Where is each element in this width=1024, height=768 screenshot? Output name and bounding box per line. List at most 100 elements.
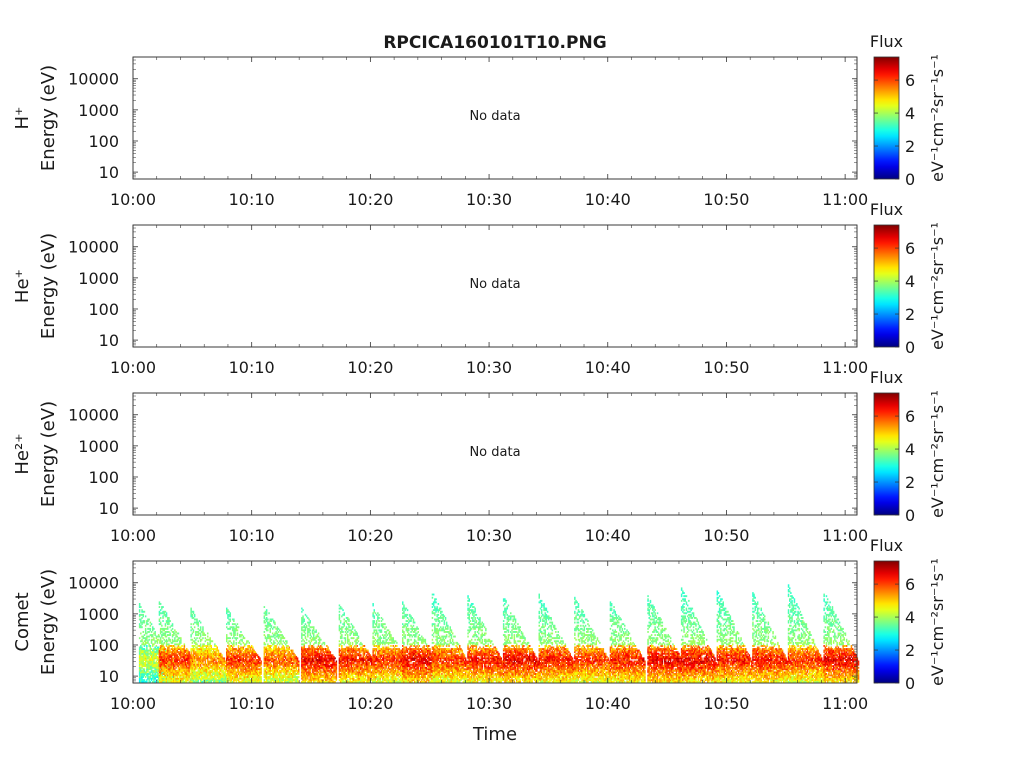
heatmap-cell [224,669,227,672]
heatmap-cell [158,665,161,668]
heatmap-cell [348,640,350,643]
heatmap-cell [252,680,254,683]
heatmap-cell [221,662,223,664]
heatmap-cell [321,676,323,678]
heatmap-cell [289,665,292,668]
heatmap-cell [148,666,150,669]
heatmap-cell [187,673,189,675]
heatmap-cell [240,646,242,649]
heatmap-cell [305,655,308,658]
heatmap-cell [248,669,250,672]
heatmap-cell [265,674,268,677]
heatmap-cell [328,657,330,660]
heatmap-cell [284,655,287,658]
heatmap-cell [270,660,273,663]
heatmap-cell [195,660,197,663]
heatmap-cell [286,657,288,660]
heatmap-cell [264,637,267,640]
heatmap-cell [341,671,343,674]
heatmap-cell [302,638,304,641]
heatmap-cell [270,620,273,622]
heatmap-cell [250,652,253,655]
heatmap-cell [265,654,268,657]
heatmap-cell [253,673,255,675]
heatmap-cell [142,621,144,624]
heatmap-cell [246,649,248,652]
heatmap-cell [178,659,181,661]
heatmap-cell [205,668,208,671]
heatmap-cell [327,648,329,650]
y-tick-label: 10000 [68,238,119,257]
heatmap-cell [164,635,167,638]
heatmap-cell [307,649,309,652]
heatmap-cell [231,659,234,661]
heatmap-cell [220,674,222,677]
heatmap-cell [334,680,336,683]
heatmap-cell [263,621,266,624]
heatmap-cell [202,673,204,675]
heatmap-cell [146,649,148,652]
heatmap-cell [184,659,187,661]
heatmap-cell [344,660,347,663]
heatmap-cell [143,668,146,671]
heatmap-cell [318,637,321,640]
heatmap-cell [270,635,273,638]
heatmap-cell [276,627,279,630]
heatmap-cell [228,671,230,674]
heatmap-cell [158,666,161,669]
heatmap-cell [344,648,347,650]
heatmap-cell [347,655,349,658]
heatmap-cell [168,677,170,680]
heatmap-cell [146,660,148,663]
heatmap-cell [274,623,276,626]
heatmap-cell [146,669,148,672]
heatmap-cell [181,669,183,672]
heatmap-cell [228,669,230,672]
heatmap-cell [138,680,141,683]
heatmap-cell [159,641,162,644]
heatmap-cell [223,660,226,663]
heatmap-cell [144,637,147,640]
heatmap-cell [233,627,235,630]
heatmap-cell [329,652,332,655]
colorbar-units: eV⁻¹cm⁻²sr⁻¹s⁻¹ [928,54,947,182]
heatmap-cell [273,660,275,663]
heatmap-cell [182,666,184,669]
heatmap-cell [138,665,141,668]
heatmap-cell [242,659,245,661]
heatmap-cell [144,660,147,663]
plot-area [132,224,858,348]
heatmap-cell [323,677,326,680]
heatmap-cell [174,649,176,652]
x-tick-label: 10:00 [110,358,156,377]
heatmap-cell [293,679,295,682]
heatmap-cell [156,662,159,664]
heatmap-cell [338,627,341,630]
heatmap-cell [159,648,162,650]
heatmap-cell [329,660,332,663]
heatmap-cell [161,668,163,671]
heatmap-cell [162,649,164,652]
heatmap-cell [243,637,246,640]
heatmap-cell [223,674,226,677]
heatmap-cell [286,659,288,661]
heatmap-cell [254,676,256,678]
heatmap-cell [271,632,274,635]
heatmap-cell [254,651,256,654]
heatmap-cell [143,610,146,613]
heatmap-cell [163,679,165,682]
heatmap-cell [314,641,316,644]
heatmap-cell [283,651,286,654]
heatmap-cell [173,673,175,675]
heatmap-cell [169,674,171,677]
heatmap-cell [314,662,316,664]
heatmap-cell [186,651,188,654]
heatmap-cell [218,657,221,660]
heatmap-cell [164,660,167,663]
heatmap-cell [214,669,216,672]
heatmap-cell [188,671,190,674]
heatmap-cell [191,662,194,664]
heatmap-cell [277,646,280,649]
heatmap-cell [178,640,181,643]
heatmap-cell [210,659,212,661]
